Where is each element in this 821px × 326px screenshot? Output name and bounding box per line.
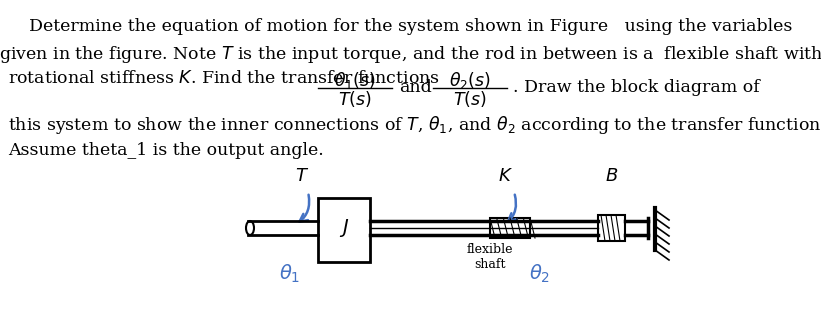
Text: $\theta_2$: $\theta_2$: [530, 263, 551, 285]
Text: given in the figure. Note $T$ is the input torque, and the rod in between is a  : given in the figure. Note $T$ is the inp…: [0, 44, 821, 65]
Bar: [598, 215, 625, 241]
Text: $K$: $K$: [498, 167, 512, 185]
Text: Assume theta_1 is the output angle.: Assume theta_1 is the output angle.: [8, 142, 323, 159]
Bar: [318, 198, 370, 262]
FancyArrowPatch shape: [300, 195, 310, 222]
Text: shaft: shaft: [475, 258, 506, 271]
Text: $T(s)$: $T(s)$: [453, 89, 487, 109]
Text: flexible: flexible: [467, 243, 513, 256]
Text: $J$: $J$: [339, 217, 349, 239]
Ellipse shape: [246, 221, 254, 235]
Text: $T$: $T$: [295, 167, 309, 185]
Text: $\theta_1$: $\theta_1$: [279, 263, 300, 285]
Text: $\theta_1(s)$: $\theta_1(s)$: [334, 70, 376, 91]
Text: and: and: [399, 79, 431, 96]
Text: $B$: $B$: [605, 167, 619, 185]
Text: rotational stiffness $K$. Find the transfer functions: rotational stiffness $K$. Find the trans…: [8, 70, 440, 87]
Text: Determine the equation of motion for the system shown in Figure   using the vari: Determine the equation of motion for the…: [30, 18, 793, 35]
Text: . Draw the block diagram of: . Draw the block diagram of: [513, 79, 759, 96]
Text: $T(s)$: $T(s)$: [338, 89, 372, 109]
FancyArrowPatch shape: [508, 195, 516, 221]
Bar: [490, 218, 530, 238]
Text: $\theta_2(s)$: $\theta_2(s)$: [449, 70, 491, 91]
Text: this system to show the inner connections of $T$, $\theta_1$, and $\theta_2$ acc: this system to show the inner connection…: [8, 114, 821, 136]
